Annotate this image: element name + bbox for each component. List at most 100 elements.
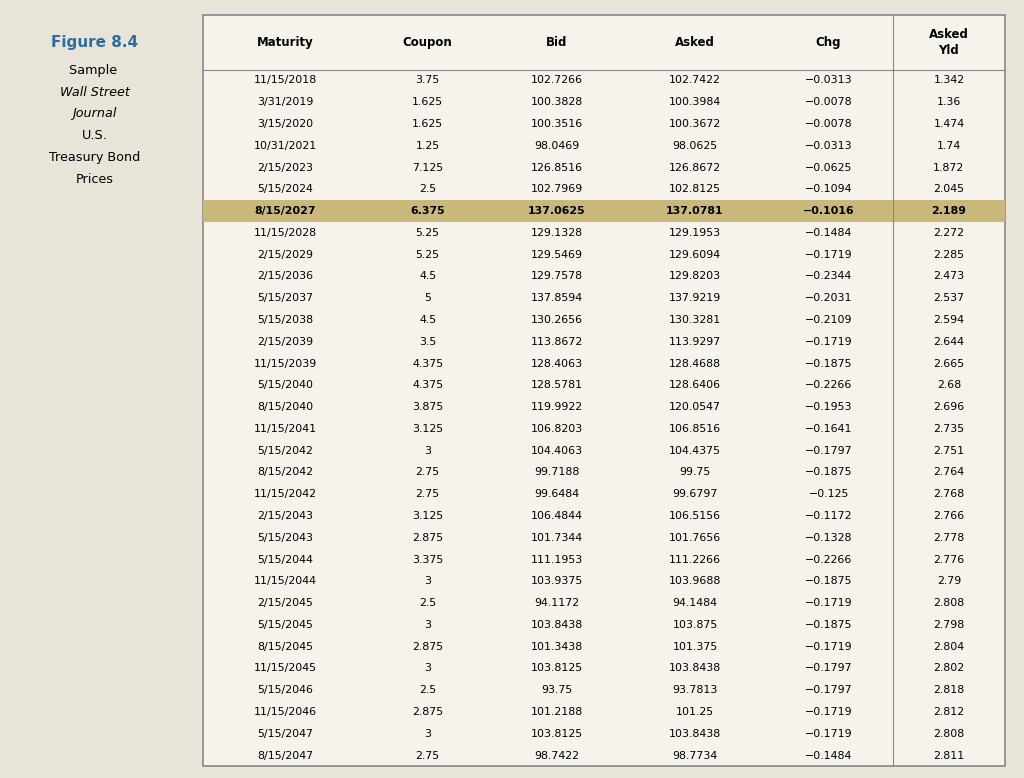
- Text: 1.872: 1.872: [933, 163, 965, 173]
- Text: −0.0078: −0.0078: [805, 119, 852, 129]
- Text: 98.0469: 98.0469: [535, 141, 580, 151]
- Text: 119.9922: 119.9922: [530, 402, 583, 412]
- Text: 5/15/2024: 5/15/2024: [257, 184, 313, 194]
- Text: 5/15/2040: 5/15/2040: [257, 380, 313, 391]
- Text: −0.0078: −0.0078: [805, 97, 852, 107]
- Text: −0.0313: −0.0313: [805, 141, 852, 151]
- Text: 5: 5: [424, 293, 431, 303]
- Text: −0.2344: −0.2344: [805, 272, 852, 282]
- Text: 3: 3: [424, 620, 431, 630]
- Text: Prices: Prices: [76, 173, 114, 186]
- Text: −0.1953: −0.1953: [805, 402, 852, 412]
- Text: 129.6094: 129.6094: [669, 250, 721, 260]
- Text: 11/15/2046: 11/15/2046: [254, 707, 316, 717]
- Text: 101.25: 101.25: [676, 707, 714, 717]
- Text: 99.6484: 99.6484: [535, 489, 580, 499]
- Text: −0.2266: −0.2266: [805, 555, 852, 565]
- Text: 6.375: 6.375: [411, 206, 445, 216]
- Text: 2.802: 2.802: [933, 664, 965, 674]
- Text: 4.5: 4.5: [419, 315, 436, 325]
- Text: 130.3281: 130.3281: [669, 315, 721, 325]
- Text: 126.8516: 126.8516: [530, 163, 583, 173]
- Text: 11/15/2041: 11/15/2041: [254, 424, 316, 434]
- Text: Chg: Chg: [816, 36, 842, 49]
- Text: −0.2109: −0.2109: [805, 315, 852, 325]
- Text: 1.625: 1.625: [412, 119, 443, 129]
- Text: 100.3984: 100.3984: [669, 97, 721, 107]
- Text: 3: 3: [424, 446, 431, 456]
- Text: 113.9297: 113.9297: [669, 337, 721, 347]
- Text: 5/15/2042: 5/15/2042: [257, 446, 313, 456]
- Text: −0.1328: −0.1328: [805, 533, 852, 543]
- Text: 3: 3: [424, 664, 431, 674]
- Text: 5.25: 5.25: [416, 228, 439, 238]
- Text: 101.375: 101.375: [673, 642, 718, 652]
- Text: 103.8125: 103.8125: [530, 664, 583, 674]
- Text: −0.0313: −0.0313: [805, 75, 852, 86]
- Text: 2.811: 2.811: [933, 751, 965, 761]
- Text: 2.473: 2.473: [933, 272, 965, 282]
- Text: −0.1797: −0.1797: [805, 664, 852, 674]
- Text: 103.9375: 103.9375: [530, 576, 583, 587]
- Text: 103.8438: 103.8438: [669, 729, 721, 739]
- Text: 2.768: 2.768: [933, 489, 965, 499]
- Text: −0.1719: −0.1719: [805, 729, 852, 739]
- Text: 5.25: 5.25: [416, 250, 439, 260]
- Text: −0.1719: −0.1719: [805, 642, 852, 652]
- Text: 98.0625: 98.0625: [673, 141, 718, 151]
- Text: 4.5: 4.5: [419, 272, 436, 282]
- Text: 2.79: 2.79: [937, 576, 961, 587]
- Text: 103.8125: 103.8125: [530, 729, 583, 739]
- Text: Figure 8.4: Figure 8.4: [51, 35, 138, 50]
- Text: 126.8672: 126.8672: [669, 163, 721, 173]
- Text: 120.0547: 120.0547: [669, 402, 721, 412]
- Text: 106.8203: 106.8203: [530, 424, 583, 434]
- Text: 2.808: 2.808: [933, 729, 965, 739]
- Text: 94.1484: 94.1484: [673, 598, 718, 608]
- Text: 99.6797: 99.6797: [673, 489, 718, 499]
- Text: 137.0781: 137.0781: [667, 206, 724, 216]
- Text: 2.5: 2.5: [419, 598, 436, 608]
- Text: 137.9219: 137.9219: [669, 293, 721, 303]
- FancyBboxPatch shape: [203, 200, 1005, 222]
- Text: 11/15/2042: 11/15/2042: [254, 489, 316, 499]
- Text: 3.875: 3.875: [412, 402, 443, 412]
- Text: 2.764: 2.764: [933, 468, 965, 478]
- Text: Maturity: Maturity: [257, 36, 313, 49]
- Text: 10/31/2021: 10/31/2021: [254, 141, 316, 151]
- Text: 3.375: 3.375: [412, 555, 443, 565]
- Text: 5/15/2045: 5/15/2045: [257, 620, 313, 630]
- Text: 129.1328: 129.1328: [530, 228, 583, 238]
- Text: −0.1719: −0.1719: [805, 707, 852, 717]
- Text: 106.4844: 106.4844: [530, 511, 583, 521]
- Text: 102.7266: 102.7266: [530, 75, 583, 86]
- Text: −0.1875: −0.1875: [805, 468, 852, 478]
- Text: 11/15/2039: 11/15/2039: [254, 359, 316, 369]
- Text: 8/15/2045: 8/15/2045: [257, 642, 313, 652]
- Text: Journal: Journal: [73, 107, 117, 121]
- Text: 2/15/2039: 2/15/2039: [257, 337, 313, 347]
- Text: −0.1875: −0.1875: [805, 620, 852, 630]
- Text: 103.8438: 103.8438: [669, 664, 721, 674]
- Text: 2.75: 2.75: [416, 751, 439, 761]
- Text: 2.766: 2.766: [933, 511, 965, 521]
- Text: −0.1875: −0.1875: [805, 576, 852, 587]
- Text: 2.594: 2.594: [934, 315, 965, 325]
- Text: 101.7656: 101.7656: [669, 533, 721, 543]
- Text: 2.798: 2.798: [933, 620, 965, 630]
- Text: 128.4688: 128.4688: [669, 359, 721, 369]
- Text: −0.1484: −0.1484: [805, 751, 852, 761]
- Text: −0.1797: −0.1797: [805, 446, 852, 456]
- Text: Asked
Yld: Asked Yld: [929, 28, 969, 57]
- Text: 8/15/2047: 8/15/2047: [257, 751, 313, 761]
- Text: 2.045: 2.045: [934, 184, 965, 194]
- Text: 101.2188: 101.2188: [530, 707, 583, 717]
- Text: 2.537: 2.537: [933, 293, 965, 303]
- Text: −0.125: −0.125: [808, 489, 849, 499]
- Text: −0.0625: −0.0625: [805, 163, 852, 173]
- Text: 94.1172: 94.1172: [535, 598, 580, 608]
- Text: −0.1172: −0.1172: [805, 511, 852, 521]
- Text: 2.804: 2.804: [933, 642, 965, 652]
- Text: 11/15/2028: 11/15/2028: [254, 228, 316, 238]
- Text: 100.3672: 100.3672: [669, 119, 721, 129]
